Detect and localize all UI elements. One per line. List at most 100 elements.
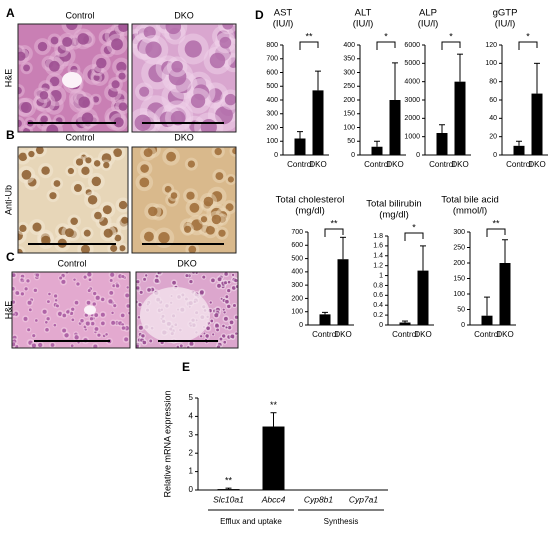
bar <box>371 146 383 155</box>
nucleus <box>93 344 98 348</box>
y-tick-label: 1.2 <box>373 263 383 270</box>
nucleus <box>12 313 15 316</box>
y-tick-label: 120 <box>485 42 497 49</box>
nucleus <box>96 57 107 69</box>
nucleus <box>94 313 99 317</box>
y-tick-label: 200 <box>291 295 303 302</box>
vessel <box>84 305 96 315</box>
y-tick-label: 50 <box>457 306 465 313</box>
x-tick-label: Control <box>474 330 500 339</box>
micrograph <box>18 147 128 253</box>
nucleus <box>18 119 22 128</box>
nucleus <box>126 304 130 308</box>
nucleus <box>53 323 57 327</box>
nucleus <box>66 310 70 314</box>
nucleus <box>223 311 226 314</box>
significance: ** <box>305 31 313 41</box>
nucleus <box>110 272 115 277</box>
stain-label: H&E <box>3 301 13 320</box>
micrograph-border <box>131 146 237 254</box>
nucleus <box>171 60 183 73</box>
nucleus <box>62 36 73 47</box>
nucleus <box>83 275 87 279</box>
nucleus <box>227 176 234 183</box>
nucleus <box>118 200 128 210</box>
nucleus <box>87 272 92 277</box>
chart-title: Total bilirubin <box>366 199 421 210</box>
y-tick-label: 1000 <box>404 134 420 141</box>
chart-title: Total cholesterol <box>276 195 345 206</box>
vessel <box>62 72 82 88</box>
y-tick-label: 200 <box>266 124 278 131</box>
nucleus <box>73 278 76 281</box>
y-tick-label: 400 <box>291 269 303 276</box>
chart-unit: (mg/dl) <box>295 206 325 217</box>
nucleus <box>124 337 129 342</box>
nucleus <box>100 297 105 302</box>
micrograph <box>18 24 128 132</box>
nucleus <box>41 235 51 246</box>
bar <box>417 270 429 325</box>
nucleus <box>101 321 105 326</box>
y-tick-label: 100 <box>291 309 303 316</box>
nucleus <box>199 290 204 295</box>
nucleus <box>235 332 238 335</box>
significance-bracket <box>518 41 538 50</box>
nucleus <box>75 158 84 166</box>
nucleus <box>74 300 79 305</box>
column-label: Control <box>65 132 94 142</box>
nucleus <box>87 289 91 293</box>
nucleus <box>93 74 100 81</box>
chart-title: gGTP <box>493 8 518 19</box>
nucleus <box>97 333 101 337</box>
nucleus <box>70 344 74 348</box>
y-tick-label: 50 <box>347 138 355 145</box>
bar <box>389 100 401 155</box>
nucleus <box>28 308 32 312</box>
nucleus <box>214 147 222 156</box>
significance-bracket <box>376 41 396 50</box>
nucleus <box>112 284 116 288</box>
nucleus <box>209 52 226 69</box>
nucleus <box>154 278 159 283</box>
y-tick-label: 150 <box>453 275 465 282</box>
nucleus <box>170 110 186 126</box>
y-tick-label: 400 <box>266 97 278 104</box>
nucleus <box>142 340 147 345</box>
micrograph-border <box>131 23 237 133</box>
nucleus <box>80 244 91 253</box>
nucleus <box>234 278 238 283</box>
nucleus <box>147 288 151 292</box>
nucleus <box>61 279 66 284</box>
nucleus <box>200 216 208 223</box>
y-axis-label: Relative mRNA expression <box>162 390 172 497</box>
nucleus <box>186 191 195 200</box>
y-tick-label: 350 <box>343 56 355 63</box>
y-tick-label: 700 <box>266 56 278 63</box>
nucleus <box>93 160 101 167</box>
column-label: Control <box>65 10 94 20</box>
micrograph <box>132 24 236 132</box>
chart-unit: (IU/l) <box>273 19 294 30</box>
nucleus <box>141 334 145 338</box>
nucleus <box>118 72 126 80</box>
y-tick-label: 500 <box>291 255 303 262</box>
nucleus <box>166 151 176 162</box>
nucleus <box>53 180 61 187</box>
nucleus <box>223 340 227 344</box>
nucleus <box>78 96 90 108</box>
nucleus <box>111 80 120 89</box>
nucleus <box>211 278 215 283</box>
x-tick-label: DKO <box>451 160 468 169</box>
micrograph <box>136 272 238 348</box>
nucleus <box>59 276 63 280</box>
bar <box>217 489 240 490</box>
nucleus <box>108 299 113 304</box>
nucleus <box>54 299 58 302</box>
significance: * <box>412 222 416 232</box>
nucleus <box>143 148 153 158</box>
nucleus <box>15 291 20 295</box>
y-tick-label: 800 <box>266 42 278 49</box>
significance-bracket <box>324 228 344 237</box>
nucleus <box>116 61 127 72</box>
